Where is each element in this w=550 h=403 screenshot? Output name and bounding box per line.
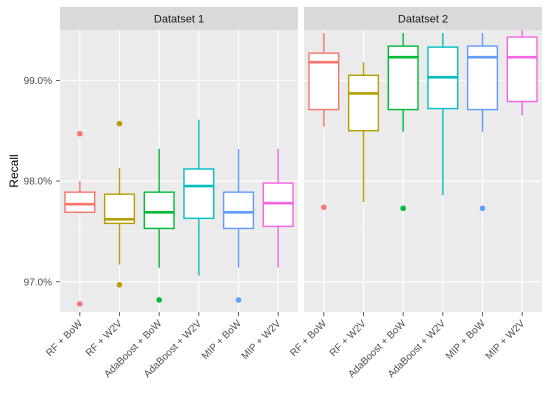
x-tick-label: MIP + W2V	[240, 318, 284, 362]
panel-strip	[60, 7, 298, 30]
box-iqr	[387, 45, 419, 111]
y-tick-label: 97.0%	[24, 277, 52, 288]
x-tick-label: MIP + BoW	[444, 318, 488, 362]
outlier-point	[77, 301, 83, 307]
x-tick-label: MIP + W2V	[484, 318, 528, 362]
box-iqr	[466, 45, 499, 111]
box-iqr	[64, 191, 96, 213]
box-iqr	[222, 191, 255, 230]
panel-title: Datatset 1	[154, 14, 204, 26]
outlier-point	[235, 297, 242, 303]
outlier-point	[156, 297, 162, 303]
outlier-point	[116, 282, 123, 288]
outlier-point	[321, 204, 327, 211]
outlier-point	[479, 205, 486, 212]
outlier-point	[116, 120, 123, 127]
panel-background	[304, 30, 542, 312]
box-iqr	[262, 182, 294, 228]
outlier-point	[77, 130, 83, 137]
outlier-point	[400, 205, 406, 212]
y-axis-title: Recall	[7, 154, 21, 187]
box-iqr	[183, 168, 215, 220]
x-tick-label: RF + W2V	[328, 318, 369, 359]
panel-title: Datatset 2	[398, 14, 448, 26]
x-tick-label: RF + BoW	[288, 318, 329, 359]
panel-background	[60, 30, 298, 312]
x-tick-label: RF + BoW	[44, 318, 85, 359]
box-iqr	[143, 191, 175, 230]
box-iqr	[347, 74, 380, 132]
x-tick-label: RF + W2V	[84, 318, 125, 359]
x-tick-label: MIP + BoW	[200, 318, 244, 362]
y-tick-label: 98.0%	[24, 177, 52, 188]
panel-strip	[304, 7, 542, 30]
box-iqr	[506, 36, 538, 103]
y-tick-label: 99.0%	[24, 76, 52, 87]
